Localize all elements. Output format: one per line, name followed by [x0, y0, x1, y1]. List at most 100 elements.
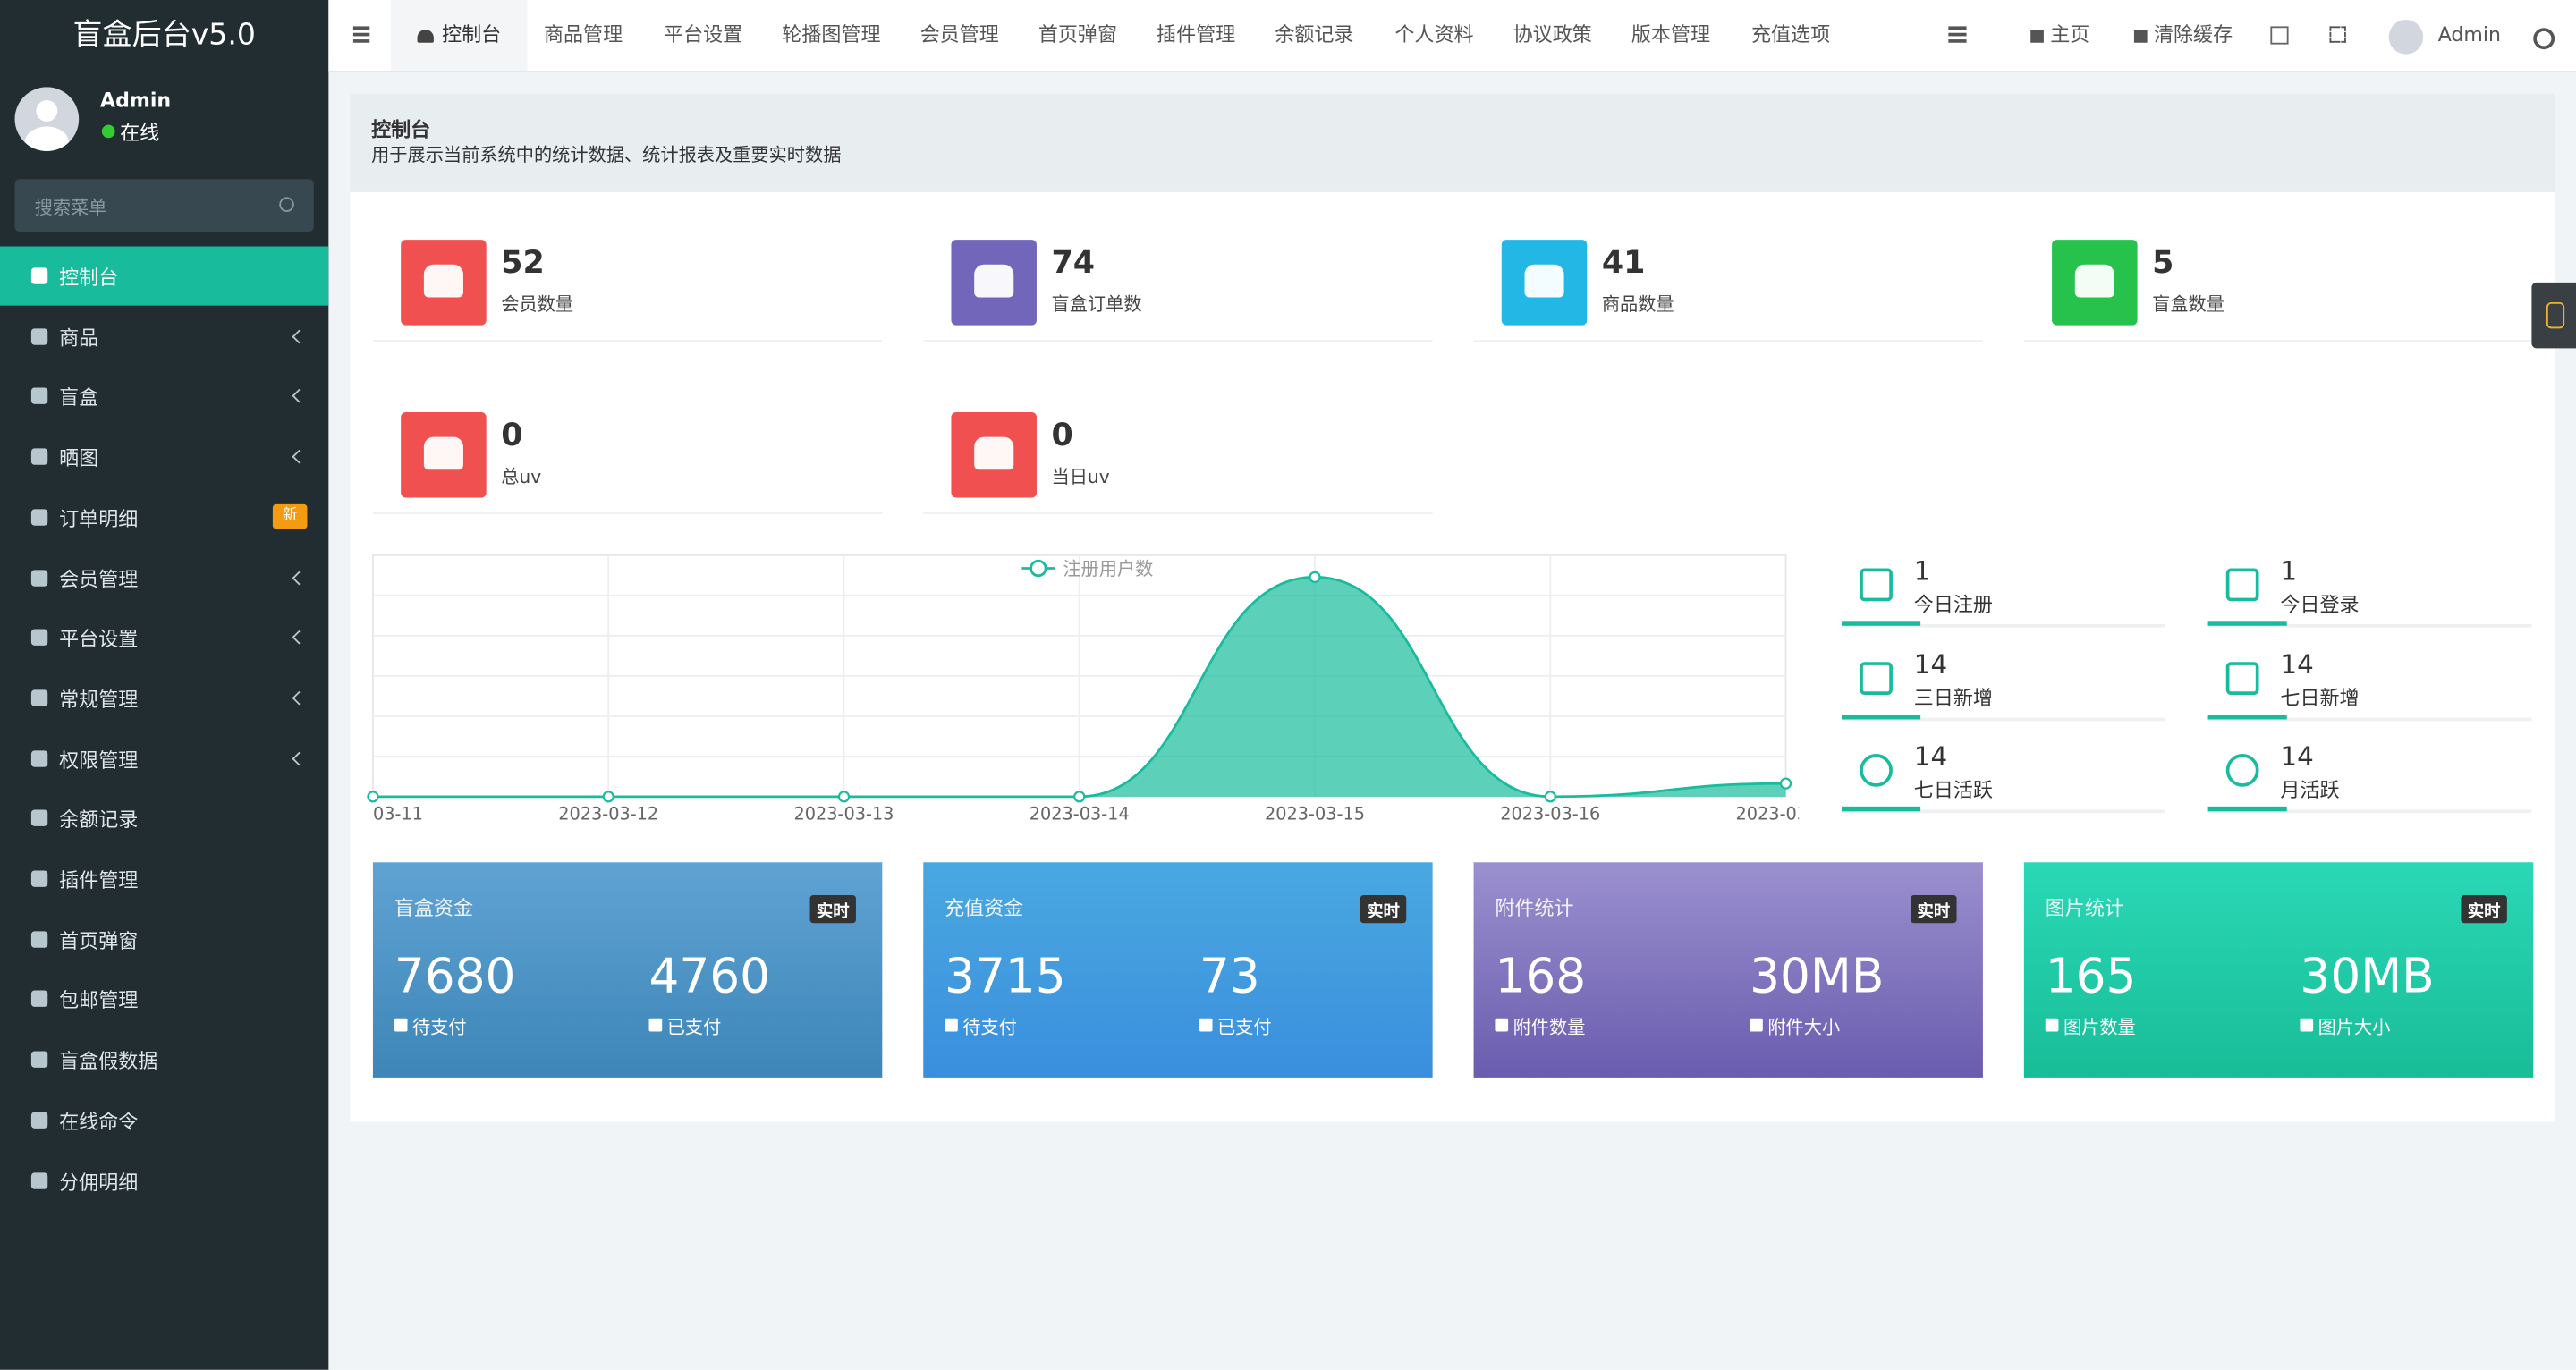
stat-icon-glyph — [974, 264, 1014, 298]
panel-value: 73 — [1199, 947, 1260, 1004]
x-tick-label: 2023-03-11 — [365, 804, 423, 825]
menu-arrow — [292, 690, 307, 706]
menu-item[interactable]: 会员管理 — [0, 548, 328, 607]
point — [1779, 777, 1792, 790]
stat-icon — [401, 240, 487, 326]
fullscreen-icon[interactable] — [2329, 26, 2346, 43]
stat-icon-glyph — [423, 436, 463, 469]
stat-value: 52 — [501, 244, 545, 282]
menu-item[interactable]: 余额记录 — [0, 789, 328, 848]
nav-tab-icon — [417, 29, 434, 42]
mini-label: 七日活跃 — [1913, 779, 1993, 803]
menu-icon — [30, 509, 48, 526]
x-labels: 2023-03-11 2023-03-12 2023-03-13 2023-03-14… — [365, 804, 1799, 825]
nav-tab[interactable]: 会员管理 — [920, 0, 999, 71]
menu-icon — [30, 930, 48, 948]
menu-label: 常规管理 — [59, 688, 139, 712]
stat-card: 0 当日uv — [923, 397, 1433, 513]
mini-value: 14 — [1913, 741, 1948, 773]
settings-icon[interactable] — [2533, 28, 2555, 50]
nav-tab[interactable]: 充值选项 — [1751, 0, 1830, 71]
menu-label: 商品 — [59, 326, 99, 350]
menu-arrow — [292, 630, 307, 645]
mini-icon — [1860, 661, 1893, 695]
menu-icon — [30, 267, 48, 284]
menu-toggle[interactable] — [352, 26, 370, 30]
nav-tab[interactable]: 插件管理 — [1157, 0, 1235, 71]
menu-label: 控制台 — [59, 266, 119, 290]
side-handle[interactable] — [2531, 282, 2576, 349]
nav-link[interactable]: 清除缓存 — [2133, 0, 2233, 71]
panel-value: 30MB — [1750, 947, 1885, 1004]
nav-tab[interactable]: 协议政策 — [1513, 0, 1592, 71]
menu-item[interactable]: 插件管理 — [0, 850, 328, 909]
nav-tab[interactable]: 平台设置 — [664, 0, 742, 71]
point — [367, 791, 379, 803]
menu-item[interactable]: 订单明细 新 — [0, 487, 328, 546]
panel-item-icon — [1750, 1018, 1763, 1032]
nav-tab-label: 控制台 — [442, 22, 502, 47]
menu-item[interactable]: 盲盒 — [0, 367, 328, 426]
stat-label: 盲盒订单数 — [1051, 293, 1142, 316]
nav-tab[interactable]: 商品管理 — [544, 0, 623, 71]
menu-item[interactable]: 平台设置 — [0, 608, 328, 667]
menu-item[interactable]: 盲盒假数据 — [0, 1030, 328, 1089]
menu-item[interactable]: 商品 — [0, 307, 328, 366]
menu-item[interactable]: 首页弹窗 — [0, 909, 328, 968]
stat-icon-glyph — [1524, 264, 1564, 298]
menu-item[interactable]: 控制台 — [0, 246, 329, 306]
menu-icon — [30, 327, 48, 345]
lang-icon[interactable] — [2270, 26, 2289, 45]
menu-icon — [30, 689, 48, 706]
mini-stat: 1 今日登录 — [2207, 555, 2532, 628]
mini-underline — [1841, 621, 1921, 626]
panel-item-icon — [394, 1018, 408, 1032]
nav-user[interactable]: Admin — [2437, 22, 2501, 47]
page-title: 控制台 — [371, 118, 431, 141]
nav-link-label: 清除缓存 — [2153, 22, 2233, 47]
panel-item-label: 已支付 — [666, 1016, 722, 1038]
menu-label: 余额记录 — [59, 808, 139, 832]
point — [1309, 571, 1321, 583]
stat-icon-glyph — [423, 264, 463, 298]
nav-tab[interactable]: 个人资料 — [1394, 0, 1473, 71]
summary-panel: 图片统计 实时 165 图片数量 30MB 图片大小 — [2023, 862, 2534, 1078]
menu-label: 会员管理 — [59, 567, 139, 591]
summary-panel: 附件统计 实时 168 附件数量 30MB 附件大小 — [1473, 862, 1983, 1078]
nav-tab-label: 个人资料 — [1394, 22, 1474, 47]
nav-avatar[interactable] — [2388, 20, 2424, 55]
menu-arrow — [292, 389, 307, 404]
menu-item[interactable]: 在线命令 — [0, 1090, 328, 1149]
mini-stat: 14 七日新增 — [2207, 647, 2532, 721]
menu-item[interactable]: 常规管理 — [0, 668, 328, 727]
mini-label: 今日注册 — [1913, 593, 1993, 616]
stat-label: 会员数量 — [501, 293, 574, 316]
mini-value: 14 — [2280, 647, 2314, 680]
status-dot — [101, 124, 115, 139]
menu-arrow — [292, 570, 307, 585]
nav-tab[interactable]: 版本管理 — [1631, 0, 1710, 71]
menu-label: 在线命令 — [59, 1110, 139, 1133]
menu-item[interactable]: 晒图 — [0, 427, 328, 486]
nav-tab[interactable]: 首页弹窗 — [1038, 0, 1117, 71]
nav-list-icon[interactable] — [1948, 26, 1967, 30]
search-box[interactable]: 搜索菜单 — [14, 179, 314, 232]
menu-label: 盲盒 — [59, 386, 99, 410]
menu-item[interactable]: 包邮管理 — [0, 969, 328, 1028]
panel-item-icon — [945, 1018, 958, 1032]
avatar — [14, 87, 80, 151]
menu-icon — [30, 1112, 48, 1129]
nav-link[interactable]: 主页 — [2030, 0, 2089, 71]
panel-item-label: 图片数量 — [2063, 1016, 2136, 1038]
panel-item-icon — [2045, 1018, 2059, 1032]
panel-item-icon — [2300, 1018, 2314, 1032]
menu-badge: 新 — [272, 503, 308, 529]
menu-item[interactable]: 分佣明细 — [0, 1151, 328, 1210]
stat-value: 5 — [2152, 244, 2174, 282]
nav-tab[interactable]: 余额记录 — [1275, 0, 1353, 71]
nav-tab[interactable]: 轮播图管理 — [782, 0, 880, 71]
mini-value: 14 — [2280, 741, 2314, 773]
menu-item[interactable]: 权限管理 — [0, 729, 328, 788]
nav-tab[interactable]: 控制台 — [391, 0, 528, 71]
menu-icon — [30, 1171, 48, 1188]
